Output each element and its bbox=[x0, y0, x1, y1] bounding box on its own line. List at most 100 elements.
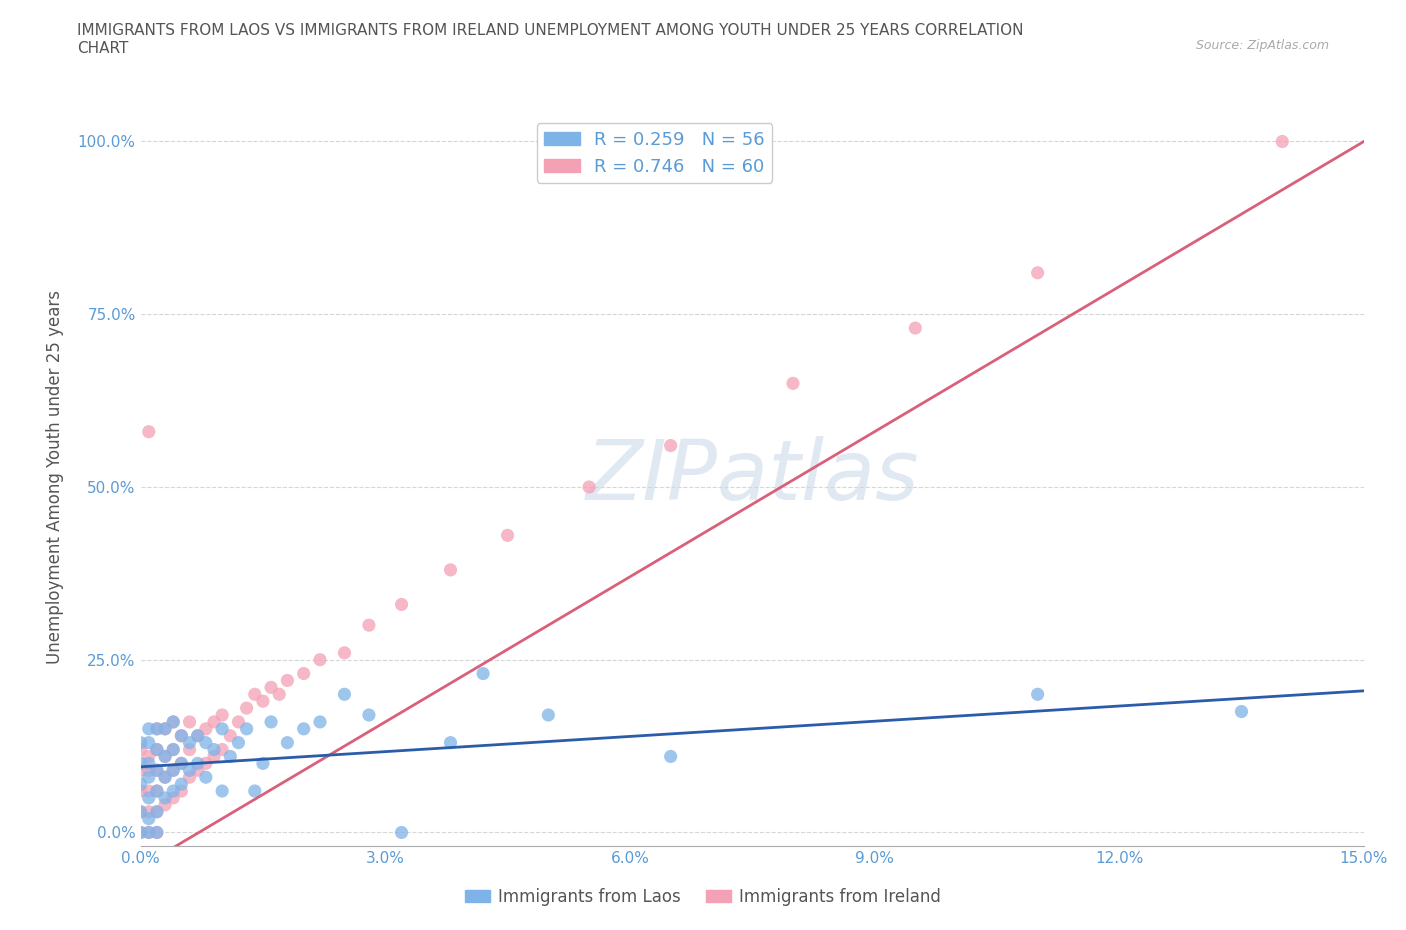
Point bbox=[170, 756, 193, 771]
Point bbox=[578, 480, 600, 495]
Point bbox=[243, 687, 266, 702]
Point bbox=[162, 742, 184, 757]
Legend: R = 0.259   N = 56, R = 0.746   N = 60: R = 0.259 N = 56, R = 0.746 N = 60 bbox=[537, 124, 772, 183]
Text: IMMIGRANTS FROM LAOS VS IMMIGRANTS FROM IRELAND UNEMPLOYMENT AMONG YOUTH UNDER 2: IMMIGRANTS FROM LAOS VS IMMIGRANTS FROM … bbox=[77, 23, 1024, 56]
Text: Source: ZipAtlas.com: Source: ZipAtlas.com bbox=[1195, 39, 1329, 52]
Point bbox=[252, 694, 274, 709]
Point bbox=[187, 756, 209, 771]
Point bbox=[276, 736, 298, 751]
Point bbox=[162, 763, 184, 777]
Point bbox=[153, 749, 176, 764]
Point bbox=[292, 666, 315, 681]
Point bbox=[153, 749, 176, 764]
Point bbox=[187, 728, 209, 743]
Point bbox=[129, 825, 152, 840]
Point bbox=[138, 784, 160, 799]
Point bbox=[235, 700, 257, 715]
Point bbox=[333, 687, 356, 702]
Point bbox=[219, 728, 242, 743]
Point bbox=[904, 321, 927, 336]
Point bbox=[146, 825, 169, 840]
Point bbox=[138, 770, 160, 785]
Point bbox=[138, 811, 160, 826]
Point bbox=[138, 756, 160, 771]
Point bbox=[228, 714, 250, 729]
Point bbox=[146, 742, 169, 757]
Point bbox=[129, 784, 152, 799]
Point bbox=[146, 763, 169, 777]
Point bbox=[659, 749, 682, 764]
Point bbox=[129, 777, 152, 791]
Text: ZIPatlas: ZIPatlas bbox=[585, 436, 920, 517]
Point bbox=[782, 376, 804, 391]
Point bbox=[138, 825, 160, 840]
Point bbox=[228, 736, 250, 751]
Point bbox=[153, 770, 176, 785]
Y-axis label: Unemployment Among Youth under 25 years: Unemployment Among Youth under 25 years bbox=[46, 289, 63, 664]
Point bbox=[129, 825, 152, 840]
Point bbox=[146, 804, 169, 819]
Point bbox=[179, 770, 201, 785]
Point bbox=[138, 424, 160, 439]
Point bbox=[179, 742, 201, 757]
Point bbox=[260, 714, 283, 729]
Point bbox=[211, 742, 233, 757]
Point bbox=[211, 722, 233, 737]
Point bbox=[179, 763, 201, 777]
Point bbox=[1271, 134, 1294, 149]
Point bbox=[138, 736, 160, 751]
Point bbox=[202, 742, 225, 757]
Point bbox=[194, 722, 217, 737]
Point bbox=[129, 763, 152, 777]
Point bbox=[194, 770, 217, 785]
Point bbox=[162, 714, 184, 729]
Point bbox=[146, 722, 169, 737]
Point bbox=[170, 728, 193, 743]
Point bbox=[333, 645, 356, 660]
Point bbox=[1026, 687, 1049, 702]
Point bbox=[153, 770, 176, 785]
Point bbox=[439, 736, 461, 751]
Point bbox=[496, 528, 519, 543]
Point bbox=[170, 756, 193, 771]
Point bbox=[170, 784, 193, 799]
Point bbox=[153, 722, 176, 737]
Point bbox=[153, 722, 176, 737]
Point bbox=[138, 749, 160, 764]
Point bbox=[439, 563, 461, 578]
Point bbox=[187, 728, 209, 743]
Point bbox=[219, 749, 242, 764]
Point bbox=[146, 722, 169, 737]
Point bbox=[537, 708, 560, 723]
Point bbox=[146, 763, 169, 777]
Point bbox=[162, 790, 184, 805]
Point bbox=[357, 708, 380, 723]
Point bbox=[391, 597, 413, 612]
Point bbox=[276, 673, 298, 688]
Point bbox=[162, 714, 184, 729]
Point bbox=[309, 652, 332, 667]
Point bbox=[391, 825, 413, 840]
Point bbox=[179, 736, 201, 751]
Point bbox=[309, 714, 332, 729]
Point bbox=[252, 756, 274, 771]
Point bbox=[162, 742, 184, 757]
Point bbox=[187, 763, 209, 777]
Point bbox=[194, 736, 217, 751]
Point bbox=[1026, 265, 1049, 280]
Point bbox=[138, 825, 160, 840]
Point bbox=[138, 804, 160, 819]
Point bbox=[194, 756, 217, 771]
Point bbox=[179, 714, 201, 729]
Point bbox=[162, 784, 184, 799]
Point bbox=[162, 763, 184, 777]
Point bbox=[129, 742, 152, 757]
Point bbox=[146, 804, 169, 819]
Point bbox=[211, 708, 233, 723]
Point bbox=[357, 618, 380, 632]
Point bbox=[292, 722, 315, 737]
Point bbox=[202, 714, 225, 729]
Point bbox=[260, 680, 283, 695]
Point bbox=[138, 722, 160, 737]
Point bbox=[659, 438, 682, 453]
